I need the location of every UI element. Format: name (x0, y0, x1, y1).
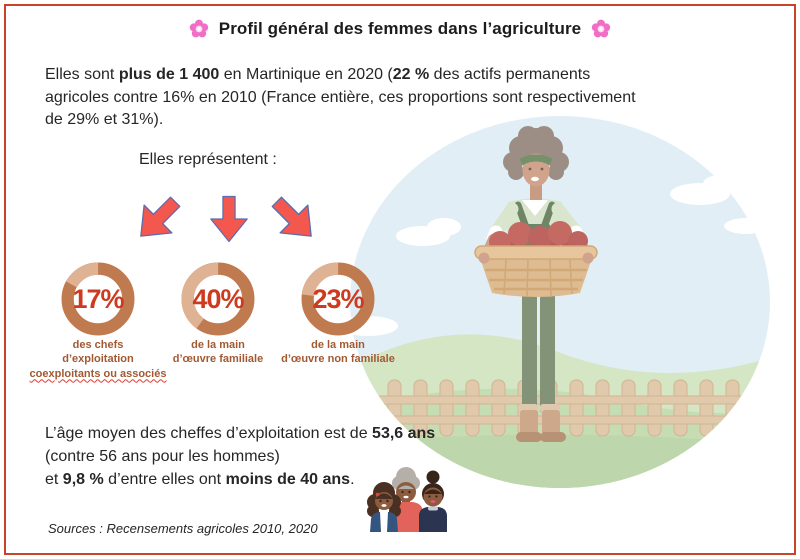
label-line: de la main (191, 339, 245, 351)
donut-ring (61, 262, 135, 336)
donut-label-familiale: de la main d’œuvre familiale (128, 338, 308, 367)
donut-percentage: 40% (192, 283, 244, 314)
text-segment: 9,8 % (62, 471, 104, 489)
label-line: d’œuvre familiale (172, 353, 264, 366)
page-header: Profil général des femmes dans l’agricul… (0, 19, 800, 39)
text-segment: d’entre elles ont (103, 471, 226, 489)
text-segment: 53,6 ans (372, 425, 436, 442)
three-women-icon (367, 467, 447, 532)
intro-paragraph: Elles sont plus de 1 400 en Martinique e… (45, 64, 725, 132)
text-line: et 9,8 % d’entre elles ont moins de 40 a… (45, 468, 475, 491)
donut-percentage: 23% (312, 283, 364, 314)
donut-chart-main-oeuvre-non-familiale: 23% (297, 258, 379, 340)
sources-note: Sources : Recensements agricoles 2010, 2… (48, 521, 318, 536)
text-segment: agricoles contre 16% en 2010 (France ent… (45, 88, 636, 106)
label-line: des chefs (72, 339, 124, 351)
text-segment: . (350, 471, 355, 489)
three-women-illustration (358, 460, 460, 532)
flower-icon (592, 19, 611, 38)
page-title: Profil général des femmes dans l’agricul… (218, 19, 582, 38)
text-line: Elles sont plus de 1 400 en Martinique e… (45, 64, 725, 87)
donut-ring (181, 262, 255, 336)
text-segment: plus de 1 400 (118, 66, 220, 83)
text-segment: L’âge moyen des cheffes d’exploitation e… (45, 425, 373, 442)
donut-chart-chefs-exploitation: 17% (57, 258, 139, 340)
left-woman (367, 482, 401, 532)
farmer-woman-icon (474, 126, 598, 442)
basket-icon (474, 245, 598, 298)
represent-label: Elles représentent : (139, 151, 277, 168)
text-segment: et (45, 471, 63, 489)
flower-icon (189, 19, 208, 38)
down-left-arrow-icon (118, 179, 197, 258)
age-paragraph: L’âge moyen des cheffes d’exploitation e… (45, 422, 475, 492)
label-line: d’œuvre non familiale (281, 353, 395, 366)
text-segment: (contre 56 ans pour les hommes) (45, 448, 280, 466)
down-arrow-icon (203, 193, 255, 245)
text-segment: de 29% et 31%). (45, 111, 164, 129)
text-segment: moins de 40 ans (225, 471, 351, 489)
donut-label-chefs: des chefs d’exploitation coexploitants o… (8, 338, 188, 381)
donut-percentage: 17% (72, 283, 124, 314)
label-line: de la main (311, 339, 365, 351)
text-segment: Elles sont (45, 66, 119, 83)
donut-chart-main-oeuvre-familiale: 40% (177, 258, 259, 340)
text-segment: 22 % (392, 66, 430, 83)
text-line: agricoles contre 16% en 2010 (France ent… (45, 87, 725, 110)
text-segment: des actifs permanents (429, 66, 591, 83)
donut-ring (301, 262, 375, 336)
text-line: L’âge moyen des cheffes d’exploitation e… (45, 422, 475, 445)
label-line: d’exploitation (62, 353, 134, 366)
label-line: coexploitants ou associés (29, 367, 167, 380)
down-right-arrow-icon (254, 179, 333, 258)
donut-label-non-familiale: de la main d’œuvre non familiale (248, 338, 428, 367)
right-woman (419, 470, 447, 532)
text-line: de 29% et 31%). (45, 109, 725, 132)
text-segment: en Martinique en 2020 ( (219, 66, 393, 83)
text-line: (contre 56 ans pour les hommes) (45, 445, 475, 468)
